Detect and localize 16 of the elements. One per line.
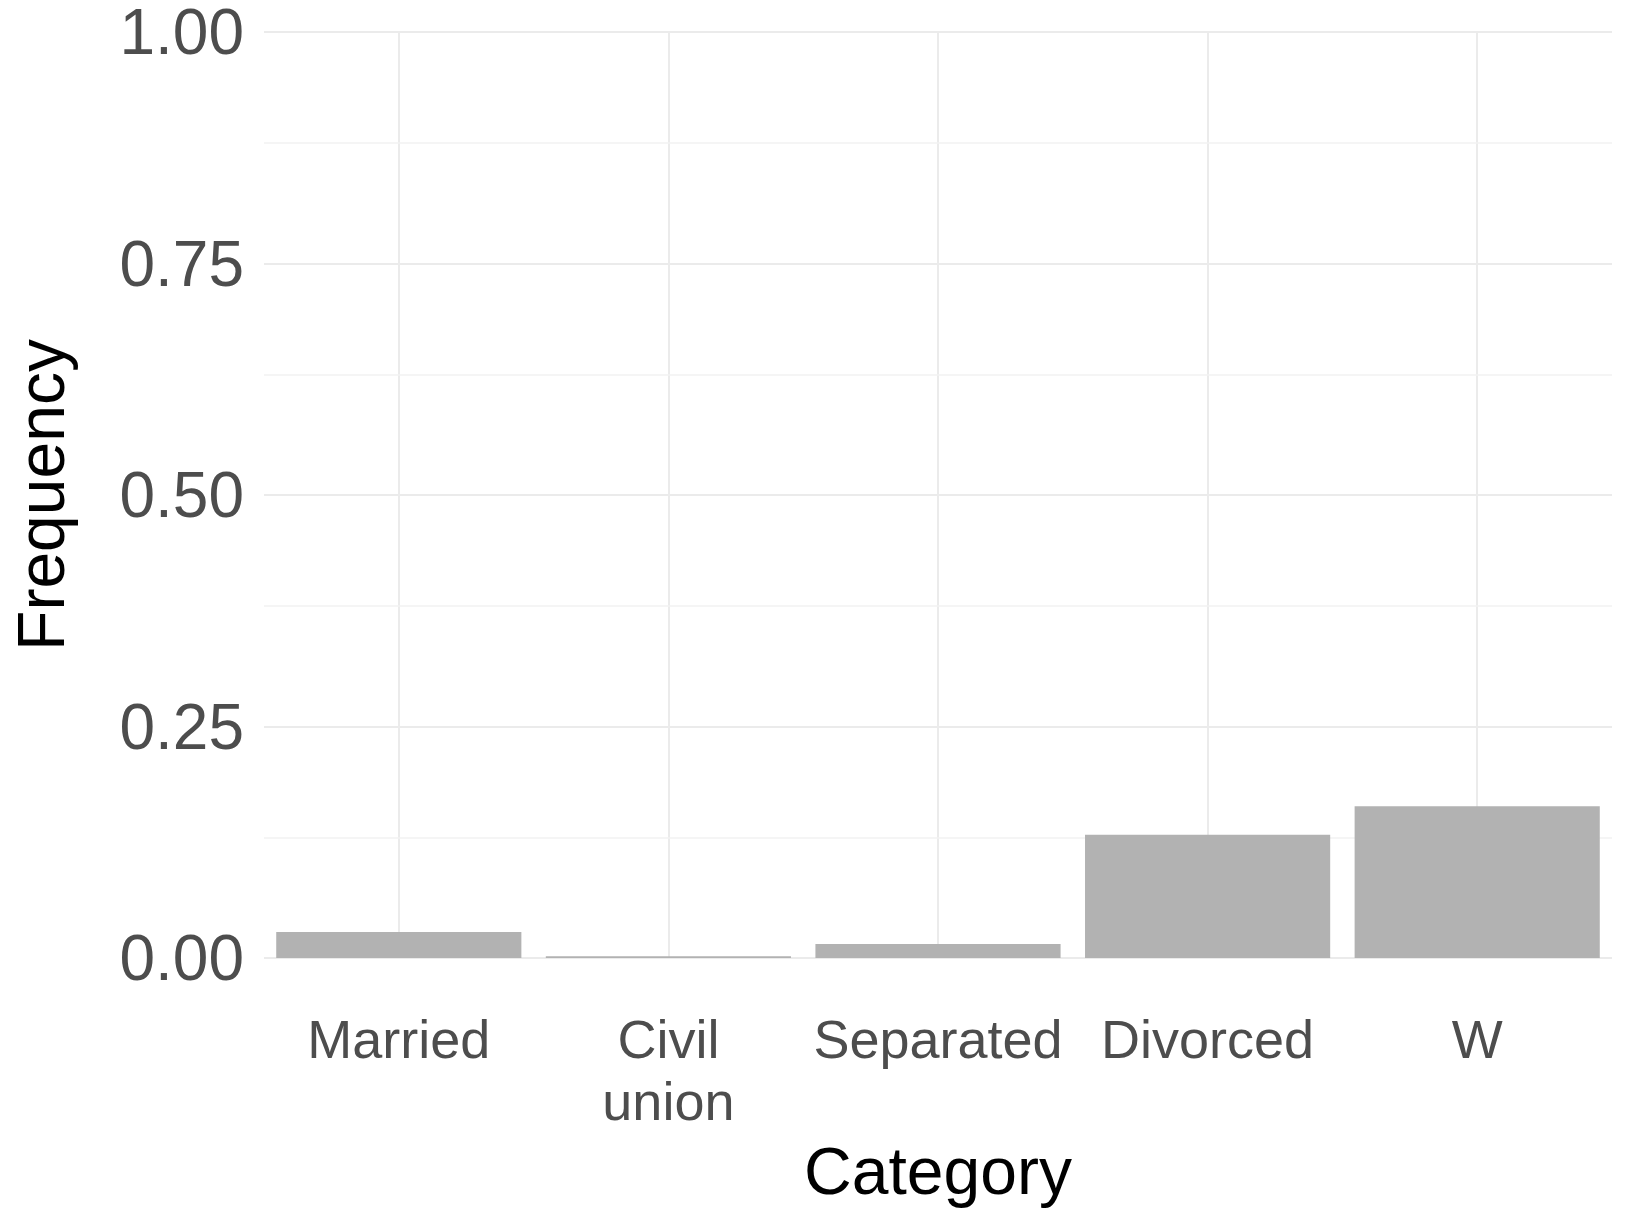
bar	[1354, 806, 1600, 958]
x-tick-label: Divorced	[1101, 1009, 1315, 1069]
x-tick-label: W	[1451, 1009, 1503, 1069]
y-tick-label: 1.00	[119, 0, 244, 68]
x-tick-label: Separated	[813, 1009, 1063, 1069]
x-tick-label: Married	[307, 1009, 491, 1069]
y-tick-label: 0.00	[119, 922, 244, 994]
x-axis-title: Category	[804, 1134, 1072, 1208]
x-tick-label: Civil union	[602, 1009, 735, 1131]
bar	[1085, 834, 1331, 958]
y-axis-title: Frequency	[4, 339, 78, 651]
bar	[276, 932, 522, 958]
y-tick-label: 0.25	[119, 690, 244, 763]
bar	[815, 944, 1061, 958]
y-tick-label: 0.50	[119, 459, 244, 531]
y-tick-label: 0.75	[119, 227, 244, 300]
